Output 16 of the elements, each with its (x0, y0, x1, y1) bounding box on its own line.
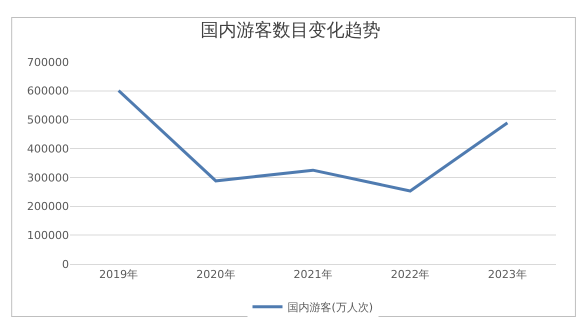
y-tick-label: 100000 (27, 228, 69, 242)
x-tick-label: 2020年 (196, 268, 236, 282)
y-tick-label: 600000 (27, 84, 69, 98)
y-tick-label: 700000 (27, 56, 69, 69)
chart-title: 国内游客数目变化趋势 (200, 20, 380, 41)
y-tick-label: 400000 (27, 142, 69, 156)
y-tick-label: 500000 (27, 114, 69, 127)
x-tick-label: 2019年 (99, 268, 138, 282)
x-tick-label: 2022年 (390, 268, 430, 282)
y-tick-label: 300000 (27, 171, 69, 184)
x-tick-label: 2021年 (294, 268, 332, 282)
y-tick-label: 200000 (27, 200, 69, 214)
x-tick-label: 2023年 (488, 268, 527, 282)
line-series (117, 89, 509, 192)
y-tick-label: 0 (62, 258, 69, 271)
legend-label: 国内游客(万人次) (288, 301, 374, 314)
